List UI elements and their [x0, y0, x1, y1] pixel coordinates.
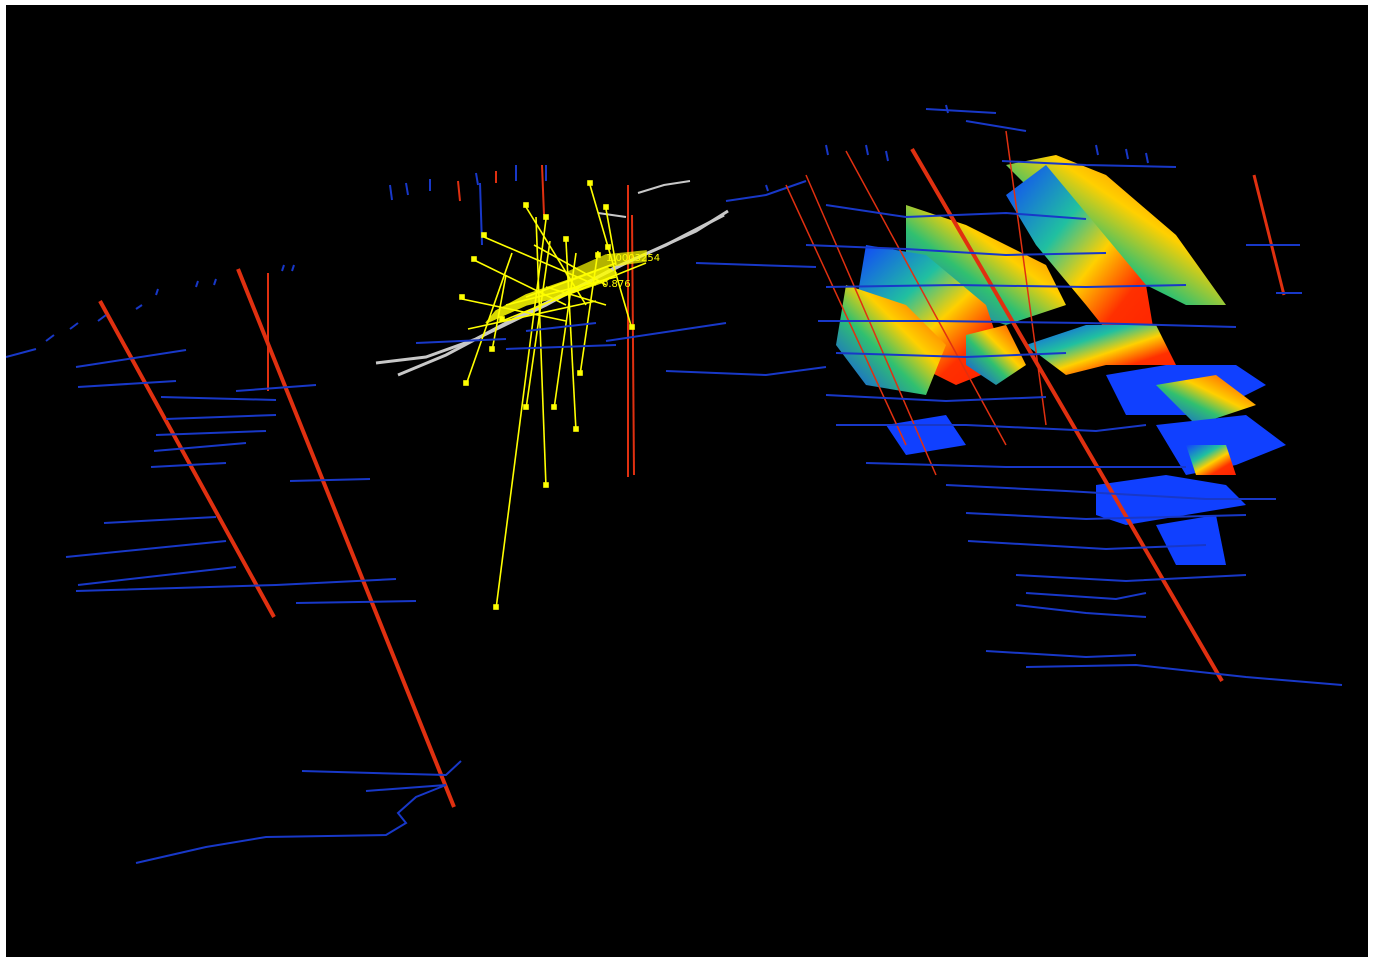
right-drillholes: [785, 130, 1286, 683]
marker-label-2: 0.876: [602, 279, 631, 290]
3d-viewport[interactable]: 1.0003254 0.876: [6, 5, 1368, 957]
marker-label-1: 1.0003254: [606, 253, 660, 264]
cluster-labels: 1.0003254 0.876: [602, 253, 660, 290]
left-survey-lines: [6, 304, 462, 864]
right-survey-lines: [805, 108, 1343, 686]
left-drillholes: [98, 268, 456, 808]
scene-canvas[interactable]: 1.0003254 0.876: [6, 5, 1368, 957]
point-cluster: [459, 180, 647, 610]
heatmap-surfaces: [836, 155, 1286, 565]
tunnel: [375, 180, 729, 377]
